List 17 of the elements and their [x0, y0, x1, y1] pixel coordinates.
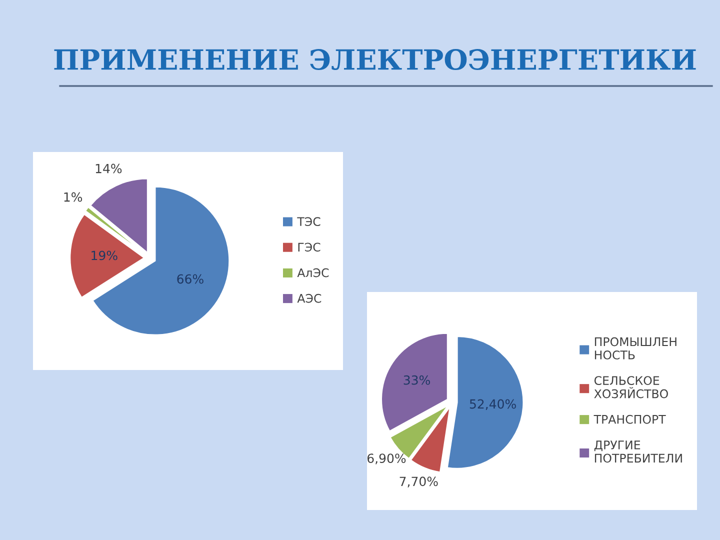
data-label: 6,90%: [367, 454, 406, 464]
data-label: 1%: [64, 192, 82, 202]
legend-label: АЭС: [297, 294, 322, 303]
legend-label: ТРАНСПОРТ: [594, 414, 666, 424]
data-label: 7,70%: [400, 476, 438, 488]
legend-label: ДРУГИЕ ПОТРЕБИТЕЛИ: [594, 440, 682, 463]
data-label: 33%: [404, 375, 430, 385]
data-label: 19%: [92, 250, 118, 260]
data-label: 14%: [96, 164, 122, 174]
chart-title: ПРИМЕНЕНИЕ ЭЛЕКТРОЭНЕРГЕТИКИ: [54, 49, 696, 70]
legend-label: ПРОМЫШЛЕН НОСТЬ: [594, 337, 676, 360]
legend-label: СЕЛЬСКОЕ ХОЗЯЙСТВО: [594, 376, 668, 398]
legend-label: ГЭС: [298, 242, 320, 252]
data-label: 52,40%: [470, 399, 516, 410]
legend-label: ТЭС: [297, 217, 320, 226]
legend-label: АлЭС: [297, 268, 329, 278]
data-label: 66%: [177, 274, 204, 284]
